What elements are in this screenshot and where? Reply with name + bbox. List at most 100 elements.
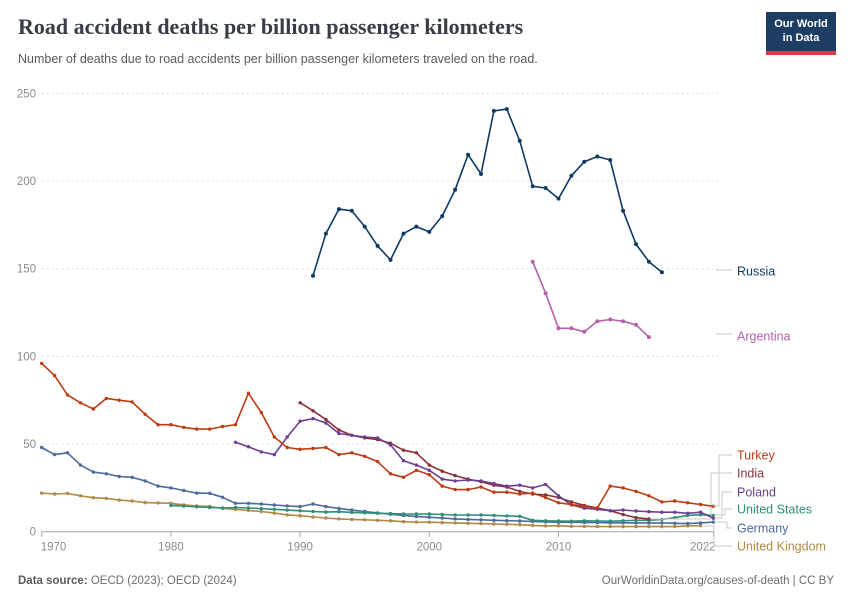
series-point-poland	[440, 477, 444, 481]
series-point-united-kingdom	[440, 520, 444, 525]
series-point-united-states	[259, 506, 263, 511]
series-line-india[interactable]	[299, 402, 650, 520]
series-point-united-kingdom	[673, 524, 677, 529]
series-point-united-states	[208, 505, 212, 510]
series-point-germany	[143, 479, 147, 483]
series-point-united-kingdom	[479, 521, 483, 526]
series-point-united-kingdom	[143, 500, 147, 505]
series-point-poland	[453, 479, 457, 483]
series-point-russia	[466, 152, 471, 157]
chart-footer: Data source: OECD (2023); OECD (2024) Ou…	[18, 575, 834, 587]
series-point-united-kingdom	[363, 518, 367, 522]
series-point-united-kingdom	[505, 522, 509, 526]
series-point-united-kingdom	[621, 524, 625, 529]
series-point-india	[621, 512, 625, 517]
series-point-germany	[634, 521, 638, 525]
series-point-germany	[505, 519, 509, 523]
x-axis-label: 2010	[546, 542, 572, 554]
series-line-united-kingdom[interactable]	[40, 492, 702, 528]
series-point-united-kingdom	[556, 524, 561, 528]
series-point-russia	[556, 196, 561, 201]
series-point-argentina	[582, 329, 587, 334]
series-point-india	[453, 473, 457, 478]
series-line-argentina[interactable]	[531, 260, 650, 338]
series-point-russia	[401, 231, 406, 236]
series-point-turkey	[298, 447, 302, 451]
series-point-turkey	[466, 487, 470, 492]
series-point-russia	[362, 224, 367, 229]
series-point-united-kingdom	[388, 519, 393, 523]
series-point-united-kingdom	[337, 517, 341, 521]
series-point-turkey	[259, 410, 263, 415]
series-point-germany	[298, 504, 302, 509]
series-line-poland[interactable]	[234, 417, 715, 519]
series-point-india	[414, 451, 419, 455]
series-point-russia	[621, 208, 626, 213]
legend-label-united-states[interactable]: United States	[737, 503, 812, 517]
series-point-turkey	[686, 501, 690, 505]
legend-label-india[interactable]: India	[737, 467, 764, 481]
series-point-turkey	[324, 445, 328, 450]
series-point-poland	[543, 482, 548, 487]
series-point-united-kingdom	[156, 501, 160, 505]
series-point-united-states	[311, 509, 315, 514]
series-point-turkey	[195, 427, 199, 431]
series-point-germany	[647, 521, 651, 525]
legend-label-germany[interactable]: Germany	[737, 522, 789, 536]
series-point-germany	[479, 518, 483, 522]
legend-label-turkey[interactable]: Turkey	[737, 449, 775, 463]
series-line-russia[interactable]	[312, 108, 663, 277]
series-point-russia	[595, 154, 600, 159]
series-point-germany	[518, 519, 522, 523]
legend-label-united-kingdom[interactable]: United Kingdom	[737, 540, 826, 554]
series-point-russia	[427, 229, 432, 234]
legend-label-argentina[interactable]: Argentina	[737, 330, 791, 344]
series-point-poland	[388, 443, 393, 447]
series-point-germany	[686, 521, 690, 526]
series-point-poland	[492, 481, 496, 486]
series-point-turkey	[104, 396, 109, 401]
series-point-united-states	[466, 513, 470, 517]
series-point-united-states	[298, 509, 302, 513]
legend-label-poland[interactable]: Poland	[737, 486, 776, 500]
series-point-poland	[518, 483, 522, 487]
series-point-poland	[401, 459, 406, 463]
series-point-russia	[311, 273, 315, 278]
series-point-turkey	[479, 485, 483, 489]
series-point-germany	[698, 521, 703, 525]
owid-logo: Our World in Data	[766, 12, 836, 55]
series-point-united-states	[492, 513, 496, 518]
series-point-united-kingdom	[647, 524, 651, 529]
series-point-poland	[531, 486, 535, 490]
series-point-argentina	[530, 259, 535, 264]
series-point-united-kingdom	[324, 516, 328, 520]
series-point-turkey	[220, 424, 225, 429]
series-point-poland	[285, 435, 289, 439]
series-point-united-states	[169, 503, 173, 508]
series-point-poland	[647, 510, 651, 514]
series-point-united-kingdom	[311, 515, 315, 519]
series-point-poland	[711, 516, 716, 520]
series-point-united-kingdom	[414, 520, 419, 524]
series-point-russia	[646, 259, 651, 264]
series-point-germany	[427, 515, 431, 519]
series-point-united-kingdom	[78, 494, 83, 498]
series-line-turkey[interactable]	[40, 362, 715, 509]
attribution-link[interactable]: OurWorldinData.org/causes-of-death | CC …	[601, 575, 834, 587]
series-point-united-kingdom	[104, 496, 109, 501]
series-point-united-kingdom	[543, 524, 548, 528]
series-point-russia	[608, 158, 613, 162]
series-point-turkey	[621, 486, 625, 490]
series-point-turkey	[40, 361, 44, 366]
y-axis-label: 50	[23, 439, 36, 451]
data-source-value: OECD (2023); OECD (2024)	[87, 575, 237, 587]
series-point-poland	[608, 509, 612, 513]
series-point-poland	[686, 511, 690, 515]
series-point-russia	[491, 108, 496, 113]
series-point-united-kingdom	[634, 524, 638, 529]
series-point-turkey	[647, 494, 651, 498]
series-point-turkey	[608, 484, 612, 488]
legend-connector-turkey	[713, 454, 732, 507]
series-point-germany	[660, 521, 664, 525]
legend-label-russia[interactable]: Russia	[737, 265, 775, 279]
